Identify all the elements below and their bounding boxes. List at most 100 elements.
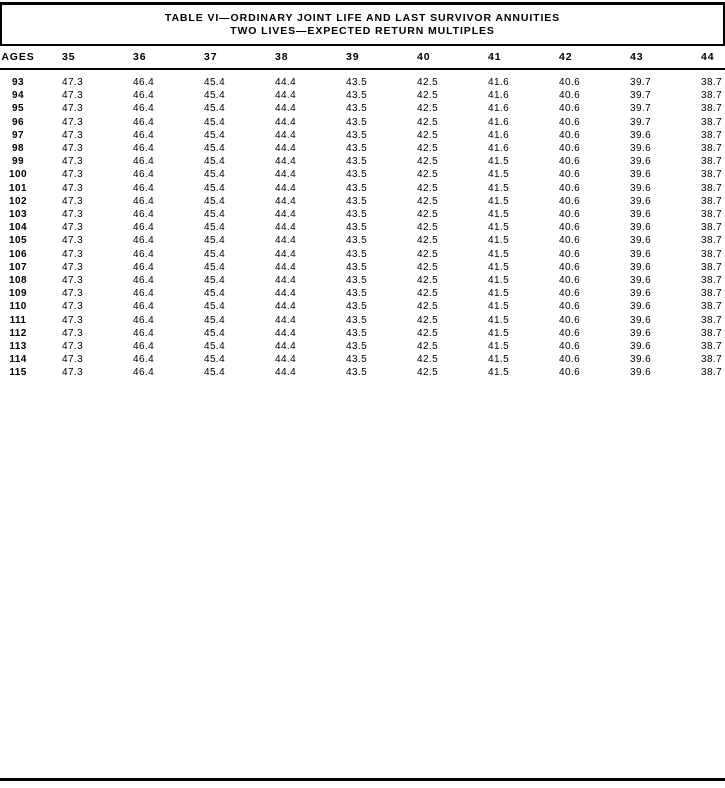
column-header-age-40: 40	[417, 46, 488, 70]
multiple-value-cell: 45.4	[204, 301, 226, 313]
multiple-value-cell: 43.5	[346, 261, 368, 273]
table-row: 98 47.3 46.4 45.4 44.4 43.5 42.5 41.6 40.6 39.6 38…	[0, 142, 725, 155]
multiple-value-cell: 44.4	[275, 261, 297, 273]
multiple-value-cell: 41.5	[488, 314, 510, 326]
multiple-value-cell: 46.4	[133, 235, 155, 247]
multiple-value-cell: 46.4	[133, 288, 155, 300]
multiple-value-cell: 40.6	[559, 209, 581, 221]
table-row: 101 47.3 46.4 45.4 44.4 43.5 42.5 41.5 40.6 39.6 3…	[0, 182, 725, 195]
age-cell: 108	[9, 275, 27, 287]
age-cell: 114	[9, 354, 27, 366]
multiple-value-cell: 47.3	[62, 261, 84, 273]
multiple-value-cell: 46.4	[133, 195, 155, 207]
multiple-value-cell: 39.7	[630, 77, 652, 88]
multiple-value-cell: 43.5	[346, 354, 368, 366]
multiple-value-cell: 41.5	[488, 248, 510, 260]
column-header-row: AGES 35 36 37 38 39 40 41 42 43 44	[0, 46, 725, 70]
multiple-value-cell: 42.5	[417, 248, 439, 260]
multiple-value-cell: 42.5	[417, 327, 439, 339]
multiple-value-cell: 45.4	[204, 195, 226, 207]
multiple-value-cell: 47.3	[62, 195, 84, 207]
age-cell: 103	[9, 209, 27, 221]
multiple-value-cell: 40.6	[559, 314, 581, 326]
table-row: 114 47.3 46.4 45.4 44.4 43.5 42.5 41.5 40.6 39.6 3…	[0, 353, 725, 366]
multiple-value-cell: 44.4	[275, 301, 297, 313]
table-row: 93 47.3 46.4 45.4 44.4 43.5 42.5 41.6 40.6 39.7 38…	[0, 69, 725, 89]
multiple-value-cell: 42.5	[417, 261, 439, 273]
multiple-value-cell: 43.5	[346, 129, 368, 141]
multiple-value-cell: 47.3	[62, 143, 84, 155]
column-header-age-44: 44	[701, 46, 725, 70]
age-cell: 110	[9, 301, 27, 313]
multiple-value-cell: 47.3	[62, 248, 84, 260]
table-row: 97 47.3 46.4 45.4 44.4 43.5 42.5 41.6 40.6 39.6 38…	[0, 129, 725, 142]
column-header-age-36: 36	[133, 46, 204, 70]
multiple-value-cell: 44.4	[275, 77, 297, 88]
multiple-value-cell: 44.4	[275, 288, 297, 300]
multiple-value-cell: 43.5	[346, 209, 368, 221]
multiple-value-cell: 39.6	[630, 209, 652, 221]
multiple-value-cell: 47.3	[62, 314, 84, 326]
multiple-value-cell: 44.4	[275, 341, 297, 353]
bottom-border-line	[0, 778, 725, 781]
multiple-value-cell: 45.4	[204, 354, 226, 366]
multiple-value-cell: 39.7	[630, 90, 652, 102]
multiple-value-cell: 42.5	[417, 103, 439, 115]
multiple-value-cell: 38.7	[701, 156, 723, 168]
multiple-value-cell: 38.7	[701, 327, 723, 339]
multiple-value-cell: 38.7	[701, 129, 723, 141]
multiple-value-cell: 41.6	[488, 77, 510, 88]
multiple-value-cell: 43.5	[346, 195, 368, 207]
multiple-value-cell: 43.5	[346, 275, 368, 287]
multiple-value-cell: 44.4	[275, 116, 297, 128]
age-cell: 109	[9, 288, 27, 300]
multiple-value-cell: 46.4	[133, 248, 155, 260]
multiple-value-cell: 42.5	[417, 156, 439, 168]
multiple-value-cell: 46.4	[133, 327, 155, 339]
multiple-value-cell: 45.4	[204, 169, 226, 181]
multiple-value-cell: 46.4	[133, 301, 155, 313]
column-header-age-42: 42	[559, 46, 630, 70]
multiple-value-cell: 39.6	[630, 341, 652, 353]
age-cell: 115	[9, 367, 27, 379]
multiple-value-cell: 41.5	[488, 222, 510, 234]
multiple-value-cell: 38.7	[701, 288, 723, 300]
multiple-value-cell: 41.5	[488, 195, 510, 207]
age-cell: 106	[9, 248, 27, 260]
multiple-value-cell: 40.6	[559, 301, 581, 313]
age-cell: 102	[9, 195, 27, 207]
multiple-value-cell: 43.5	[346, 156, 368, 168]
table-row: 103 47.3 46.4 45.4 44.4 43.5 42.5 41.5 40.6 39.6 3…	[0, 208, 725, 221]
table-row: 109 47.3 46.4 45.4 44.4 43.5 42.5 41.5 40.6 39.6 3…	[0, 287, 725, 300]
multiple-value-cell: 46.4	[133, 143, 155, 155]
age-cell: 98	[12, 143, 24, 155]
age-cell: 95	[12, 103, 24, 115]
multiple-value-cell: 47.3	[62, 275, 84, 287]
multiple-value-cell: 44.4	[275, 327, 297, 339]
age-cell: 113	[9, 341, 27, 353]
age-cell: 96	[12, 116, 24, 128]
multiple-value-cell: 43.5	[346, 367, 368, 379]
table-row: 95 47.3 46.4 45.4 44.4 43.5 42.5 41.6 40.6 39.7 38…	[0, 102, 725, 115]
multiple-value-cell: 45.4	[204, 235, 226, 247]
multiple-value-cell: 40.6	[559, 90, 581, 102]
multiple-value-cell: 41.5	[488, 354, 510, 366]
multiple-value-cell: 45.4	[204, 182, 226, 194]
multiple-value-cell: 39.6	[630, 327, 652, 339]
multiple-value-cell: 47.3	[62, 367, 84, 379]
multiple-value-cell: 45.4	[204, 248, 226, 260]
table-row: 104 47.3 46.4 45.4 44.4 43.5 42.5 41.5 40.6 39.6 3…	[0, 221, 725, 234]
multiple-value-cell: 43.5	[346, 235, 368, 247]
multiple-value-cell: 44.4	[275, 143, 297, 155]
multiple-value-cell: 46.4	[133, 261, 155, 273]
multiple-value-cell: 46.4	[133, 90, 155, 102]
multiple-value-cell: 44.4	[275, 248, 297, 260]
table-row: 113 47.3 46.4 45.4 44.4 43.5 42.5 41.5 40.6 39.6 3…	[0, 340, 725, 353]
multiple-value-cell: 39.6	[630, 182, 652, 194]
multiple-value-cell: 42.5	[417, 182, 439, 194]
multiple-value-cell: 41.5	[488, 288, 510, 300]
age-cell: 97	[12, 129, 24, 141]
multiple-value-cell: 47.3	[62, 129, 84, 141]
multiple-value-cell: 39.6	[630, 314, 652, 326]
multiple-value-cell: 41.6	[488, 129, 510, 141]
